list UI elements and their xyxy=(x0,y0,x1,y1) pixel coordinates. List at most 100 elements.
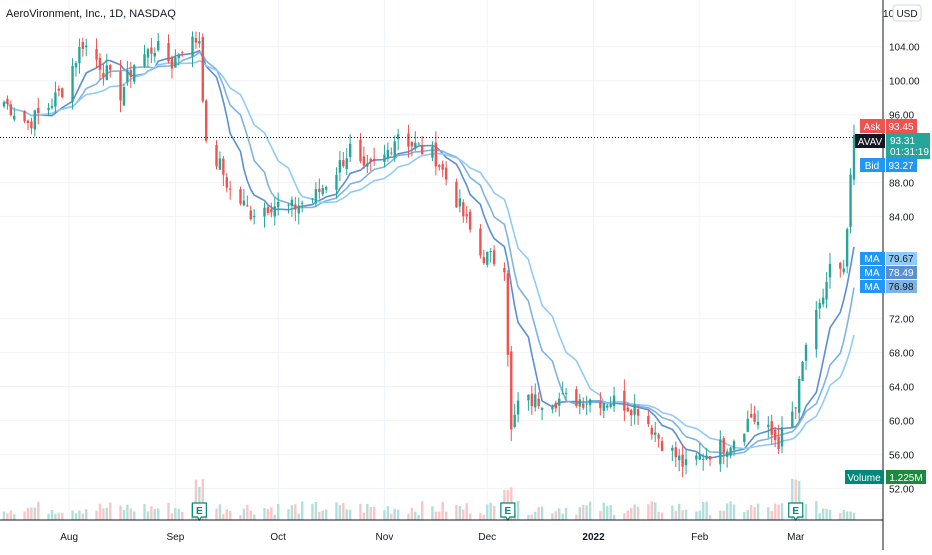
candle-body[interactable] xyxy=(150,47,153,54)
candle-body[interactable] xyxy=(359,139,362,162)
candle-body[interactable] xyxy=(290,199,294,206)
candle-body[interactable] xyxy=(852,135,856,180)
candle-body[interactable] xyxy=(705,455,708,460)
candle-body[interactable] xyxy=(266,207,270,213)
candle-body[interactable] xyxy=(746,418,749,432)
candle-body[interactable] xyxy=(263,207,266,217)
candle-body[interactable] xyxy=(407,133,410,147)
candle-body[interactable] xyxy=(732,441,736,450)
candle-body[interactable] xyxy=(191,36,194,57)
candle-body[interactable] xyxy=(828,263,832,278)
candle-body[interactable] xyxy=(13,115,16,120)
candle-body[interactable] xyxy=(57,88,61,91)
candle-body[interactable] xyxy=(626,407,629,412)
candle-body[interactable] xyxy=(441,163,444,170)
candle-body[interactable] xyxy=(215,144,218,167)
candle-body[interactable] xyxy=(839,262,842,269)
candle-body[interactable] xyxy=(314,189,318,204)
candle-body[interactable] xyxy=(102,73,105,78)
candle-body[interactable] xyxy=(647,415,650,425)
candle-body[interactable] xyxy=(71,65,74,102)
candle-body[interactable] xyxy=(654,432,657,435)
candle-body[interactable] xyxy=(242,200,246,206)
candle-body[interactable] xyxy=(725,451,729,457)
candle-body[interactable] xyxy=(777,436,780,449)
candle-body[interactable] xyxy=(78,47,81,64)
candle-body[interactable] xyxy=(122,87,126,106)
candle-body[interactable] xyxy=(47,107,50,111)
candle-body[interactable] xyxy=(575,389,578,406)
candle-body[interactable] xyxy=(767,424,770,428)
candle-body[interactable] xyxy=(554,402,558,409)
candle-body[interactable] xyxy=(54,92,57,107)
candle-body[interactable] xyxy=(695,455,698,460)
candle-body[interactable] xyxy=(815,309,818,350)
candle-body[interactable] xyxy=(821,297,825,305)
candle-body[interactable] xyxy=(294,204,297,210)
candle-body[interactable] xyxy=(486,251,489,265)
candle-body[interactable] xyxy=(369,158,372,162)
candle-body[interactable] xyxy=(372,158,376,162)
candle-body[interactable] xyxy=(390,152,393,154)
candle-body[interactable] xyxy=(794,407,797,409)
candle-body[interactable] xyxy=(657,434,660,439)
candle-body[interactable] xyxy=(33,110,37,130)
candle-body[interactable] xyxy=(582,403,585,408)
candle-body[interactable] xyxy=(780,427,784,447)
candle-body[interactable] xyxy=(167,43,170,62)
candle-body[interactable] xyxy=(311,198,314,200)
candle-body[interactable] xyxy=(482,257,486,264)
candle-body[interactable] xyxy=(348,143,352,157)
candle-body[interactable] xyxy=(105,65,109,81)
candle-body[interactable] xyxy=(126,70,129,83)
candle-body[interactable] xyxy=(253,216,256,218)
candle-body[interactable] xyxy=(146,49,150,58)
candle-body[interactable] xyxy=(386,149,390,159)
candle-body[interactable] xyxy=(205,100,208,141)
candle-body[interactable] xyxy=(177,55,180,59)
candle-body[interactable] xyxy=(383,154,386,162)
candle-body[interactable] xyxy=(420,145,424,155)
candle-body[interactable] xyxy=(489,251,492,253)
candle-body[interactable] xyxy=(396,134,400,140)
candle-body[interactable] xyxy=(61,88,64,98)
candle-body[interactable] xyxy=(201,37,204,102)
candle-body[interactable] xyxy=(684,459,688,466)
candlesticks[interactable] xyxy=(2,31,856,478)
candle-body[interactable] xyxy=(503,267,506,273)
candle-body[interactable] xyxy=(170,57,174,69)
candle-body[interactable] xyxy=(153,52,157,57)
candle-body[interactable] xyxy=(297,205,300,214)
candle-body[interactable] xyxy=(431,146,434,158)
candle-body[interactable] xyxy=(743,433,746,442)
candle-body[interactable] xyxy=(434,142,438,167)
candle-body[interactable] xyxy=(681,454,684,467)
candle-body[interactable] xyxy=(95,49,98,60)
candle-body[interactable] xyxy=(287,204,290,206)
candle-body[interactable] xyxy=(455,181,458,208)
candle-body[interactable] xyxy=(729,447,732,456)
candle-body[interactable] xyxy=(143,54,146,67)
candle-body[interactable] xyxy=(516,400,520,415)
candle-body[interactable] xyxy=(324,187,328,190)
candle-body[interactable] xyxy=(438,165,441,167)
candle-body[interactable] xyxy=(561,393,564,395)
candle-body[interactable] xyxy=(417,143,420,145)
candle-body[interactable] xyxy=(564,392,568,394)
candle-body[interactable] xyxy=(540,407,544,410)
candle-body[interactable] xyxy=(606,405,609,408)
candle-body[interactable] xyxy=(513,414,516,427)
candle-body[interactable] xyxy=(797,379,801,413)
candle-body[interactable] xyxy=(321,188,324,195)
candle-body[interactable] xyxy=(273,206,276,217)
candle-body[interactable] xyxy=(671,447,674,451)
candle-body[interactable] xyxy=(37,107,40,114)
candle-body[interactable] xyxy=(770,421,773,435)
candle-body[interactable] xyxy=(636,409,640,416)
candle-body[interactable] xyxy=(410,141,414,147)
candle-body[interactable] xyxy=(6,98,9,104)
candle-body[interactable] xyxy=(558,398,561,406)
candle-body[interactable] xyxy=(602,403,605,411)
candle-body[interactable] xyxy=(198,41,201,44)
